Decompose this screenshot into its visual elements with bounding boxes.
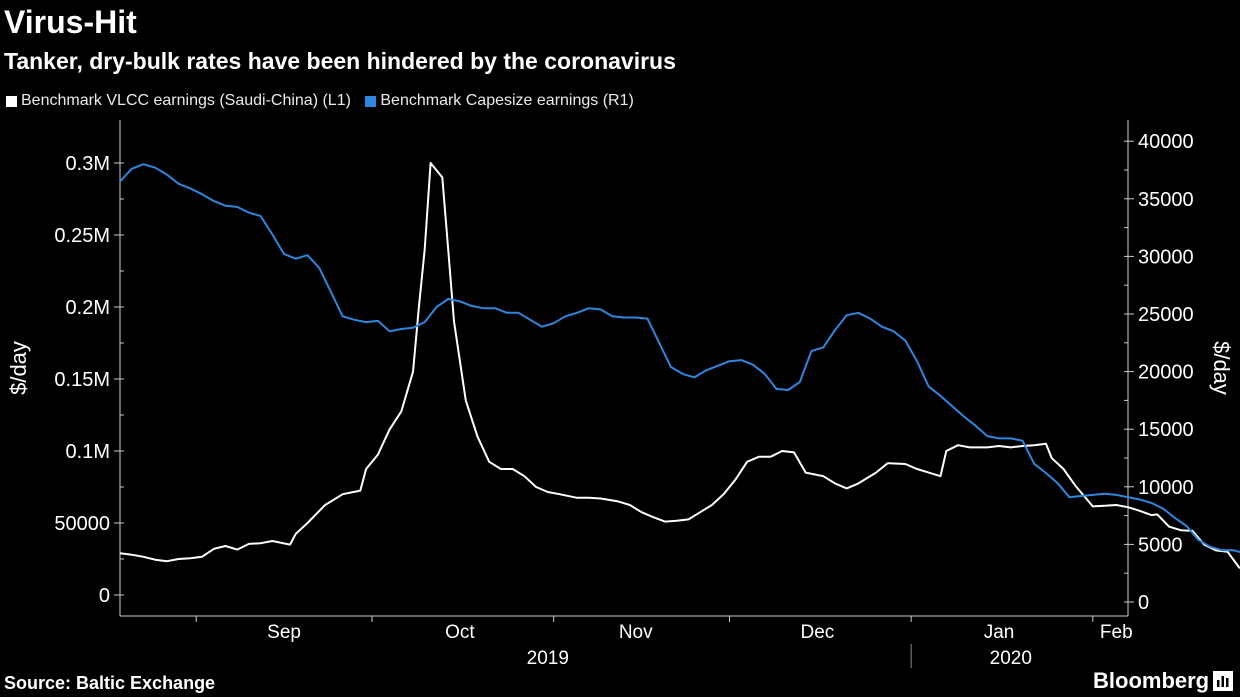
left-axis-title: $/day [6, 341, 31, 395]
legend-swatch-vlcc [6, 95, 17, 107]
right-axis-tick-label: 20000 [1138, 362, 1194, 384]
axes-layer: 0 50000 0.1M 0.15M 0.2M 0.25M 0.3M 0 5000 10000 15… [54, 120, 1194, 669]
x-axis-month-label: Jan [984, 622, 1015, 643]
legend-entry-capesize: Benchmark Capesize earnings (R1) [365, 92, 634, 110]
right-axis-tick-label: 40000 [1138, 131, 1194, 153]
x-axis-month-label: Dec [800, 622, 834, 643]
left-axis-tick-label: 0.1M [66, 441, 110, 463]
terminal-icon [1213, 671, 1233, 691]
brand-logo: Bloomberg [1093, 668, 1210, 693]
left-axis-tick-label: 0.15M [54, 369, 110, 391]
legend-label-capesize: Benchmark Capesize earnings (R1) [380, 92, 634, 109]
right-axis-tick-label: 30000 [1138, 246, 1194, 268]
x-axis-month-label: Nov [619, 622, 653, 643]
legend-label-vlcc: Benchmark VLCC earnings (Saudi-China) (L… [21, 92, 351, 109]
right-axis-tick-label: 5000 [1138, 534, 1183, 556]
left-axis-tick-label: 0.3M [66, 153, 110, 175]
series-line-vlcc [119, 162, 1240, 569]
x-axis-month-label: Oct [445, 622, 475, 643]
legend-entry-vlcc: Benchmark VLCC earnings (Saudi-China) (L… [6, 92, 351, 110]
legend: Benchmark VLCC earnings (Saudi-China) (L… [6, 92, 644, 112]
chart-subtitle: Tanker, dry-bulk rates have been hindere… [4, 48, 676, 74]
right-axis-tick-label: 35000 [1138, 189, 1194, 211]
right-axis-tick-label: 0 [1138, 592, 1149, 614]
source-note: Source: Baltic Exchange [4, 673, 216, 693]
x-axis-year-label: 2020 [990, 648, 1032, 669]
right-axis-tick-label: 15000 [1138, 419, 1194, 441]
x-axis-year-label: 2019 [527, 648, 569, 669]
right-axis-title: $/day [1209, 341, 1234, 395]
left-axis-tick-label: 0.2M [66, 297, 110, 319]
series-layer [119, 162, 1240, 569]
left-axis-tick-label: 0.25M [54, 225, 110, 247]
right-axis-tick-label: 10000 [1138, 477, 1194, 499]
right-axis-tick-label: 25000 [1138, 304, 1194, 326]
left-axis-tick-label: 0 [99, 585, 110, 607]
x-axis-month-label: Feb [1100, 622, 1133, 643]
left-axis-tick-label: 50000 [54, 513, 110, 535]
chart-title: Virus-Hit [4, 4, 137, 40]
series-line-capesize [119, 163, 1240, 554]
x-axis-month-label: Sep [267, 622, 301, 643]
legend-swatch-capesize [365, 95, 377, 107]
